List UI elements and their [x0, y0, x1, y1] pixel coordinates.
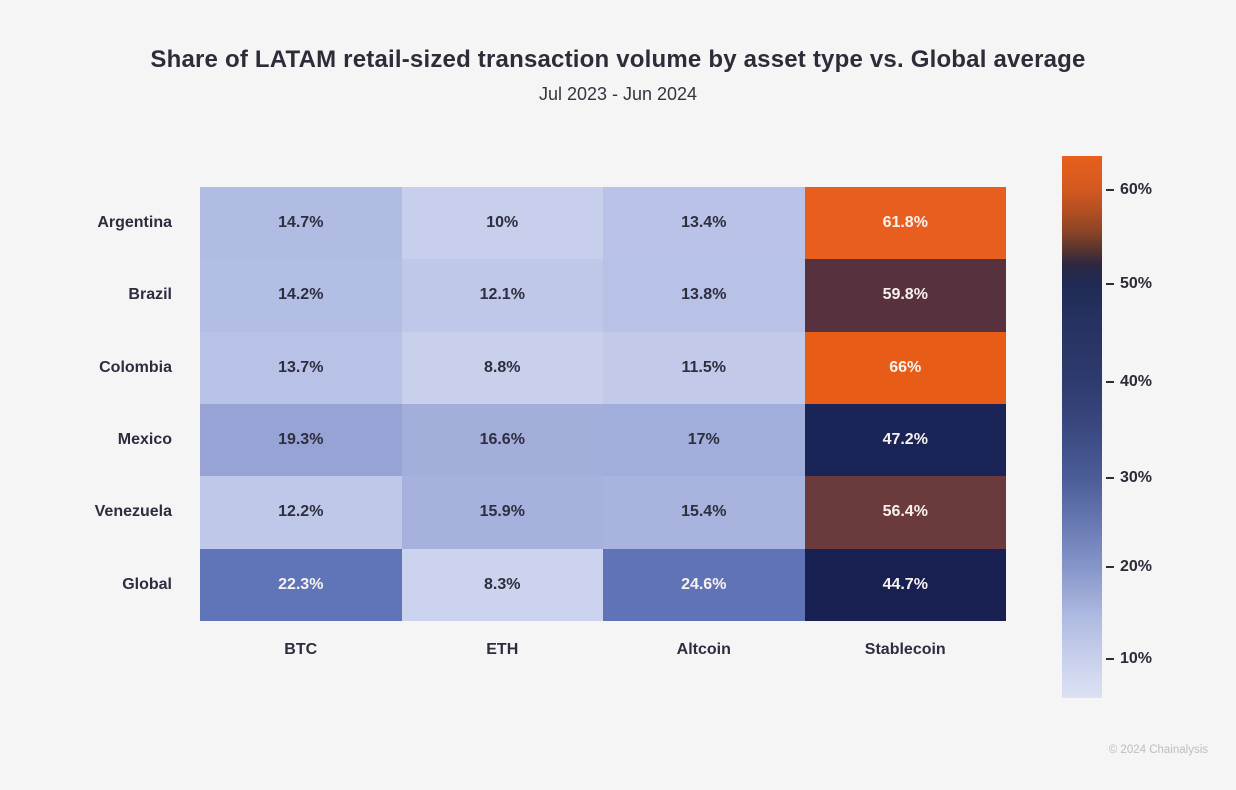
row-label-argentina: Argentina [97, 214, 172, 232]
cell-argentina-eth: 10% [401, 187, 603, 260]
tick-dash [1106, 189, 1114, 192]
tick-dash [1106, 476, 1114, 479]
column-label-stablecoin: Stablecoin [864, 641, 946, 658]
row-label-mexico: Mexico [117, 431, 172, 449]
cell-colombia-btc: 13.7% [200, 331, 402, 404]
row-label-venezuela: Venezuela [94, 503, 172, 521]
cell-mexico-eth: 16.6% [401, 404, 603, 477]
tick-dash [1106, 381, 1114, 383]
cell-argentina-stablecoin: 61.8% [804, 187, 1006, 260]
cell-venezuela-altcoin: 15.4% [603, 476, 805, 549]
chart-subtitle: Jul 2023 - Jun 2024 [538, 84, 698, 104]
chart-title: Share of LATAM retail-sized transaction … [150, 46, 1086, 73]
column-label-altcoin: Altcoin [676, 641, 731, 658]
column-label-btc: BTC [284, 641, 318, 658]
cell-argentina-altcoin: 13.4% [603, 187, 805, 260]
colorbar-tick-40: 40% [1106, 373, 1152, 391]
tick-label: 50% [1120, 274, 1153, 292]
cell-colombia-eth: 8.8% [401, 331, 603, 404]
row-labels: Argentina Brazil Colombia Mexico Venezuela Gl… [0, 187, 186, 621]
cell-global-altcoin: 24.6% [603, 548, 805, 621]
colorbar-tick-50: 50% [1106, 275, 1152, 293]
heatmap-grid: 14.7% 10% 13.4% 61.8% 14.2% 12.1% 13.8% 59.8% 13… [200, 187, 1006, 621]
tick-dash [1106, 282, 1114, 285]
row-label-global: Global [122, 575, 172, 593]
cell-global-stablecoin: 44.7% [804, 548, 1006, 621]
cell-argentina-btc: 14.7% [200, 187, 402, 260]
tick-label: 10% [1120, 649, 1153, 667]
cell-global-eth: 8.3% [401, 548, 603, 621]
colorbar-tick-30: 30% [1106, 469, 1152, 487]
tick-dash [1106, 657, 1114, 660]
cell-brazil-stablecoin: 59.8% [804, 259, 1006, 332]
cell-colombia-stablecoin: 66% [804, 331, 1006, 404]
cell-global-btc: 22.3% [200, 548, 402, 621]
row-label-colombia: Colombia [99, 358, 172, 376]
colorbar-tick-20: 20% [1106, 558, 1152, 576]
colorbar-gradient [1062, 156, 1102, 698]
colorbar-tick-10: 10% [1106, 650, 1152, 668]
cell-venezuela-eth: 15.9% [401, 476, 603, 549]
cell-venezuela-stablecoin: 56.4% [804, 476, 1006, 549]
tick-label: 30% [1120, 468, 1153, 486]
tick-label: 20% [1120, 557, 1153, 575]
cell-mexico-altcoin: 17% [603, 404, 805, 477]
tick-dash [1106, 565, 1114, 568]
copyright-watermark: © 2024 Chainalysis [1108, 744, 1208, 756]
cell-mexico-stablecoin: 47.2% [804, 404, 1006, 477]
cell-colombia-altcoin: 11.5% [603, 331, 805, 404]
cell-brazil-eth: 12.1% [401, 259, 603, 332]
column-labels: BTC ETH Altcoin Stablecoin [200, 638, 1006, 662]
cell-mexico-btc: 19.3% [200, 404, 402, 477]
column-label-eth: ETH [486, 641, 519, 658]
cell-brazil-altcoin: 13.8% [603, 259, 805, 332]
tick-label: 60% [1120, 181, 1153, 199]
cell-brazil-btc: 14.2% [200, 259, 402, 332]
row-label-brazil: Brazil [128, 286, 172, 304]
tick-label: 40% [1120, 373, 1153, 390]
colorbar: 60% 50% 40% 30% 20% 10% [1062, 156, 1152, 698]
colorbar-tick-60: 60% [1106, 181, 1152, 199]
cell-venezuela-btc: 12.2% [200, 476, 402, 549]
